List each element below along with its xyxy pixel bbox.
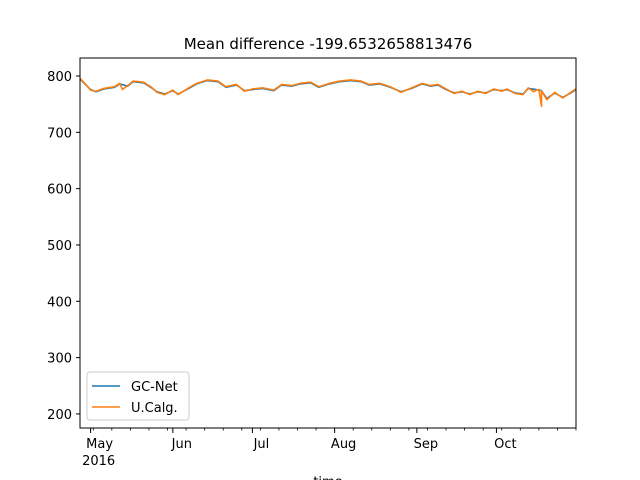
x-tick-label: Sep	[414, 437, 439, 452]
x-axis: May 2016 Jun Jul Aug Sep Oct	[82, 428, 577, 469]
series-layer	[79, 77, 577, 108]
x-tick-sublabel: 2016	[82, 454, 115, 469]
x-tick-label: Oct	[494, 437, 516, 452]
x-tick-label: Jul	[253, 437, 270, 452]
legend-label: U.Calg.	[131, 401, 178, 416]
y-tick-label: 400	[47, 295, 72, 310]
y-tick-label: 800	[47, 70, 72, 85]
legend: GC-Net U.Calg.	[86, 371, 190, 421]
y-tick-label: 500	[47, 239, 72, 254]
chart-title: Mean difference -199.6532658813476	[184, 35, 473, 53]
legend-box	[86, 371, 190, 421]
x-tick-label: Jun	[171, 437, 192, 452]
y-tick-label: 300	[47, 352, 72, 367]
x-axis-label: time	[313, 475, 342, 480]
y-tick-label: 600	[47, 183, 72, 198]
y-tick-label: 700	[47, 126, 72, 141]
legend-label: GC-Net	[131, 380, 178, 395]
series-line-u-calg	[79, 77, 577, 108]
x-tick-label: Aug	[331, 437, 356, 452]
y-tick-label: 200	[47, 408, 72, 423]
plot-frame	[79, 57, 577, 429]
x-tick-label: May	[86, 437, 113, 452]
y-axis: 200 300 400 500 600 700 800	[47, 70, 80, 423]
